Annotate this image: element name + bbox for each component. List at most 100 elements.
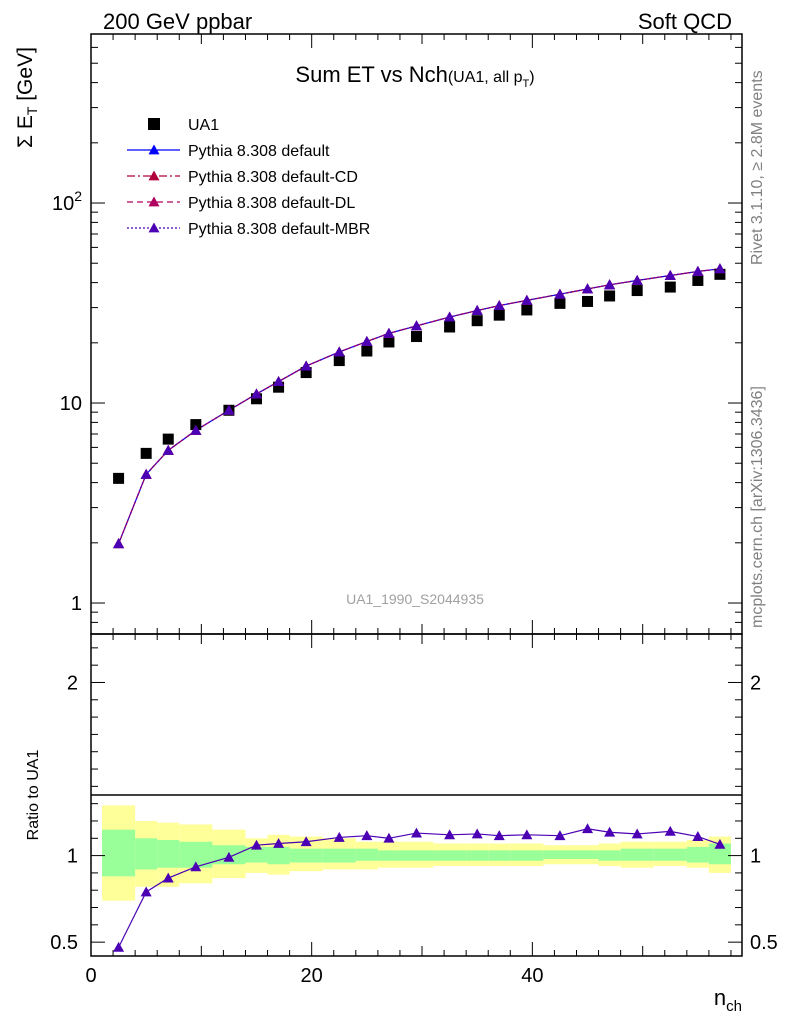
ratio-band-inner (543, 850, 577, 860)
ua1-data-point (383, 336, 395, 348)
ratio-band-inner (135, 838, 158, 870)
series-4-point (714, 263, 726, 274)
ratio-point (604, 826, 616, 837)
legend-label: Pythia 8.308 default-CD (188, 169, 358, 186)
series-line-3 (118, 268, 721, 544)
series-4-point (113, 538, 125, 549)
ratio-band-inner (686, 846, 709, 863)
ua1-data-point (471, 315, 483, 327)
ratio-band-inner (708, 843, 731, 865)
ratio-point (162, 872, 174, 883)
y-axis-label-unit: [GeV] (14, 47, 37, 107)
series-4-point (223, 404, 235, 415)
ratio-band-inner (355, 848, 378, 861)
y-tick-label: 10 (60, 393, 82, 415)
plot-title-suffix-end: ) (529, 69, 534, 86)
legend: UA1 Pythia 8.308 default Pythia 8.308 defa… (127, 117, 370, 238)
ua1-data-point (251, 393, 263, 405)
ratio-band-inner (488, 850, 511, 861)
series-4-point (300, 360, 312, 371)
series-4-point (162, 444, 174, 455)
ratio-point (300, 836, 312, 847)
plot-title-suffix-sub: T (523, 78, 530, 90)
ua1-data-point (333, 355, 345, 367)
ratio-band-inner (598, 850, 621, 861)
series-4-point (664, 270, 676, 280)
ua1-data-point (631, 285, 643, 297)
ua1-data-point (444, 321, 456, 333)
x-axis-label: nch (714, 985, 742, 1015)
ua1-data-point (300, 367, 312, 379)
header-right: Soft QCD (638, 9, 732, 34)
header-left: 200 GeV ppbar (103, 9, 252, 34)
ratio-band-inner (289, 848, 323, 863)
ratio-band-inner (377, 850, 400, 861)
series-4-point (493, 300, 505, 310)
watermark: UA1_1990_S2044935 (346, 591, 484, 607)
plot-title-main: Sum ET vs Nch (295, 62, 447, 87)
ratio-band-inner (576, 850, 599, 860)
ratio-band-inner (245, 846, 268, 863)
series-4-point (554, 288, 566, 299)
x-tick-label: 0 (85, 965, 96, 987)
x-tick-label: 20 (301, 965, 323, 987)
y-axis-label: Σ ET [GeV] (14, 47, 40, 148)
legend-marker (148, 196, 160, 207)
y-tick-label-base: 10 (52, 193, 74, 215)
ratio-band-inner (267, 846, 290, 865)
series-4-point (383, 327, 395, 338)
ratio-band-inner (322, 848, 356, 863)
ratio-y-axis-label: Ratio to UA1 (25, 750, 42, 841)
ratio-point (273, 837, 285, 848)
plot-title: Sum ET vs Nch(UA1, all pT) (295, 62, 534, 90)
x-axis-label-sub: ch (726, 998, 742, 1015)
ratio-point (582, 823, 594, 834)
series-4-point (582, 283, 594, 294)
mcplots-label: mcplots.cern.ch [arXiv:1306.3436] (749, 386, 766, 628)
ratio-plot-frame (90, 633, 743, 957)
plot-title-suffix: (UA1, all p (448, 69, 523, 86)
ratio-y-tick-label-left: 1 (67, 846, 78, 868)
ratio-series (113, 823, 726, 952)
ratio-point (493, 830, 505, 841)
ratio-point (383, 832, 395, 843)
ratio-point (411, 827, 422, 838)
legend-label: Pythia 8.308 default (188, 143, 330, 160)
y-tick-label-exponent: 2 (74, 188, 82, 204)
ua1-data-point (554, 297, 566, 309)
main-series (113, 263, 726, 549)
ratio-band-inner (157, 840, 180, 868)
ratio-y-tick-label-left: 0.5 (50, 932, 78, 954)
ua1-data-point (190, 419, 202, 431)
y-tick-label-base: 10 (60, 393, 82, 415)
series-4-point (604, 279, 616, 290)
ratio-point (333, 831, 345, 842)
ratio-point (113, 941, 125, 952)
ratio-point (444, 829, 456, 840)
rivet-label: Rivet 3.1.10, ≥ 2.8M events (749, 70, 766, 265)
ratio-y-tick-label-right: 0.5 (750, 932, 778, 954)
ua1-data-point (664, 281, 676, 293)
series-line-4 (118, 268, 721, 544)
series-4-point (411, 320, 422, 331)
series-4-point (140, 468, 152, 479)
ratio-point (521, 829, 533, 840)
y-tick-label: 1 (71, 593, 82, 615)
ratio-point (190, 861, 202, 872)
ua1-data-point (493, 309, 505, 321)
series-4-point (692, 265, 704, 276)
ua1-data-point (714, 268, 726, 280)
legend-marker (148, 222, 160, 233)
ratio-y-tick-label-right: 1 (750, 846, 761, 868)
ratio-band-inner (653, 848, 687, 861)
ua1-data-point (692, 274, 704, 286)
y-axis-label-main: Σ E (14, 115, 37, 148)
series-4-point (273, 376, 285, 386)
series-line-1 (118, 268, 721, 544)
legend-marker (148, 170, 160, 181)
series-4-point (521, 294, 533, 305)
series-4-point (631, 274, 643, 285)
legend-marker (148, 144, 160, 155)
